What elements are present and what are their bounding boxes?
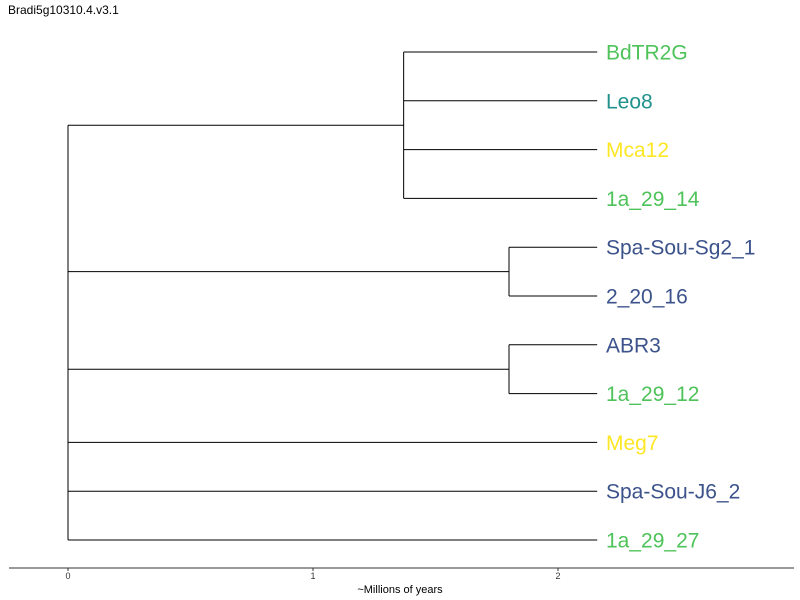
tree-title: Bradi5g10310.4.v3.1 — [8, 3, 119, 17]
leaf-label: 2_20_16 — [606, 286, 688, 309]
leaf-label: 1a_29_27 — [606, 530, 699, 553]
leaf-label: 1a_29_14 — [606, 188, 700, 211]
axis-tick-label: 2 — [555, 571, 560, 581]
axis-tick-label: 1 — [310, 571, 315, 581]
axis-ticks: 0 1 2 — [65, 568, 561, 581]
leaf-label: Meg7 — [606, 432, 659, 455]
time-axis: 0 1 2 ~Millions of years — [9, 567, 794, 596]
leaf-label: Spa-Sou-Sg2_1 — [606, 237, 755, 260]
leaf-label: Mca12 — [606, 139, 669, 162]
leaf-label: Spa-Sou-J6_2 — [606, 481, 740, 504]
axis-tick-label: 0 — [65, 571, 70, 581]
leaf-label: Leo8 — [606, 90, 653, 113]
leaf-label: ABR3 — [606, 334, 661, 357]
axis-title: ~Millions of years — [357, 584, 443, 596]
leaf-labels: BdTR2G Leo8 Mca12 1a_29_14 Spa-Sou-Sg2_1 2_20… — [606, 42, 755, 553]
leaf-label: 1a_29_12 — [606, 383, 699, 406]
leaf-label: BdTR2G — [606, 42, 688, 65]
tree-branches — [67, 51, 598, 541]
